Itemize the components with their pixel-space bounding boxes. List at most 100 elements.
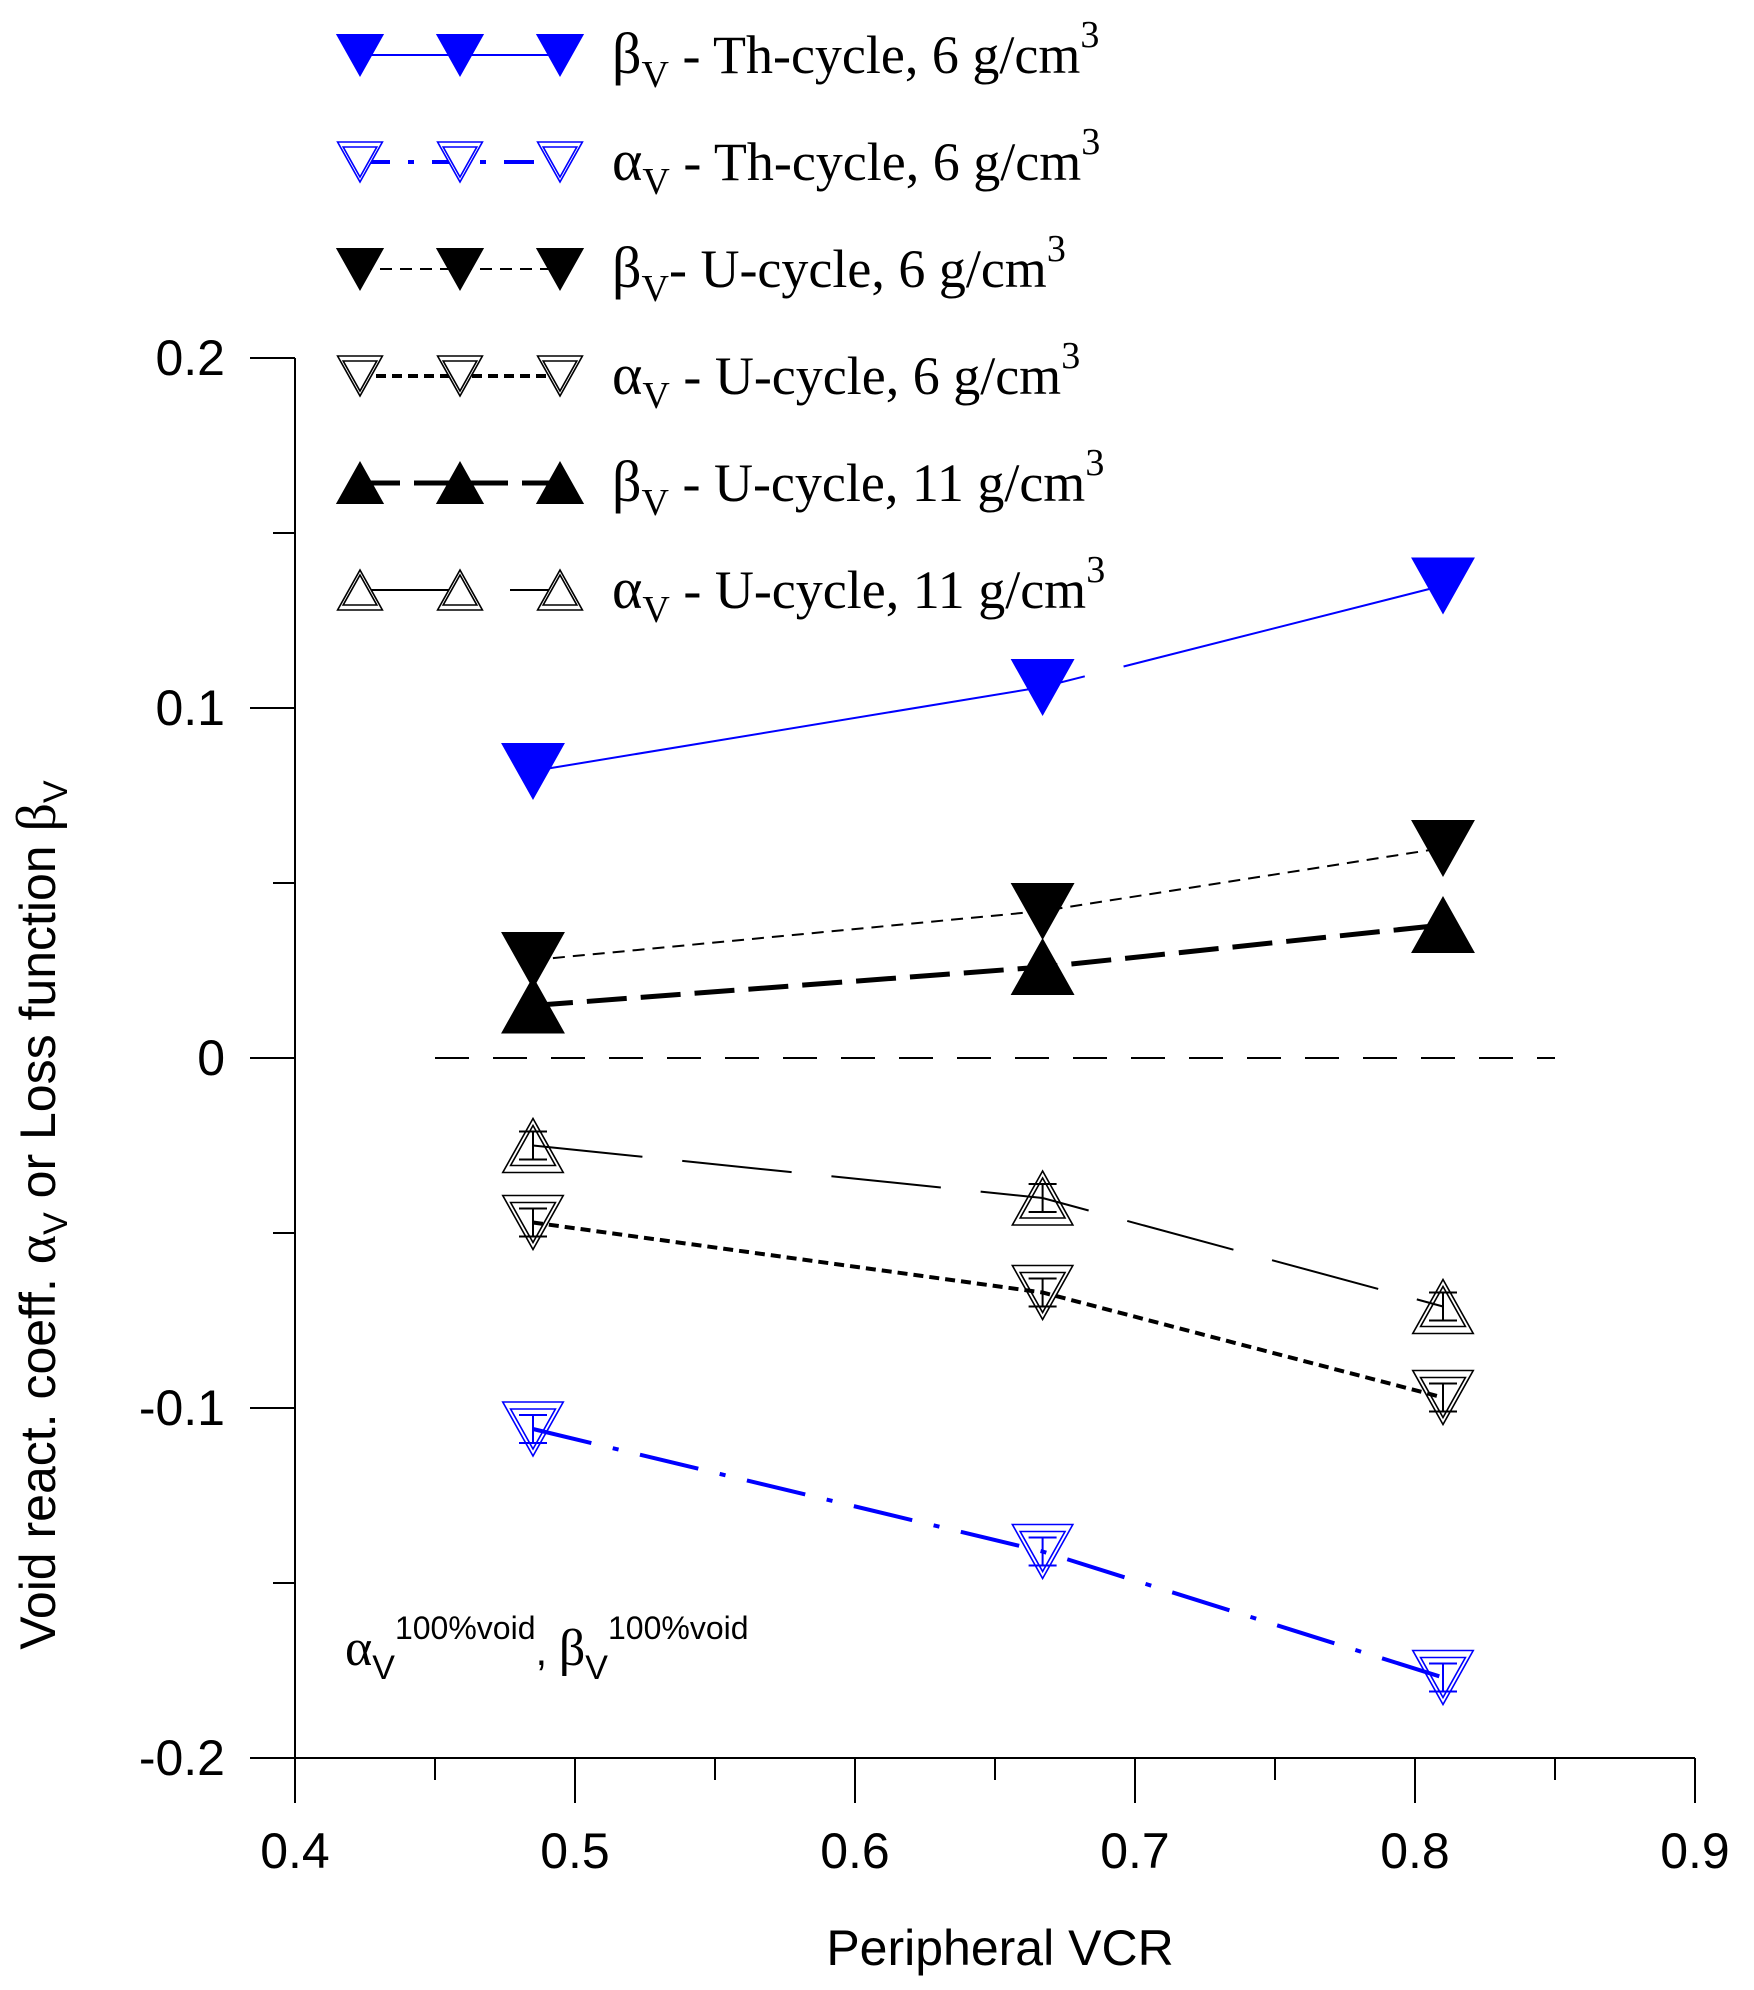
legend-swatch-marker: [435, 34, 485, 78]
legend-label-greek: β: [612, 21, 642, 86]
data-point-marker-outer: [501, 1401, 565, 1458]
legend-label: αV - Th-cycle, 6 g/cm3: [612, 121, 1100, 203]
legend-swatch-marker-inner: [541, 573, 579, 606]
annotation-alpha: α: [345, 1620, 372, 1677]
legend-label-sup: 3: [1047, 228, 1066, 270]
data-point-marker-inner: [1018, 1530, 1067, 1574]
legend-item: βV- U-cycle, 6 g/cm3: [335, 228, 1066, 310]
data-point-marker-inner: [1018, 1271, 1067, 1315]
data-point: [1010, 1523, 1075, 1581]
legend-label: βV - U-cycle, 11 g/cm3: [612, 442, 1104, 524]
data-point: [1010, 659, 1075, 717]
legend-swatch-marker-inner: [541, 360, 579, 393]
x-axis-title: Peripheral VCR: [826, 1920, 1173, 1976]
legend-label-greek: α: [612, 556, 642, 621]
data-point: [1411, 1369, 1475, 1427]
legend-label-text: - U-cycle, 11 g/cm: [670, 560, 1086, 620]
legend-swatch-marker: [335, 460, 385, 504]
legend-label-text: - Th-cycle, 6 g/cm: [670, 132, 1081, 192]
data-point-marker-outer: [1411, 1277, 1475, 1335]
data-point-marker-inner: [509, 1201, 557, 1245]
legend-swatch-marker-outer: [336, 568, 384, 611]
data-point-marker-inner: [509, 1123, 557, 1167]
y-axis-title-alpha-sub: V: [37, 1212, 75, 1235]
data-point: [501, 1401, 565, 1458]
legend-swatch-marker: [535, 34, 585, 78]
y-tick-label: 0.2: [155, 330, 225, 386]
data-point: [501, 743, 565, 801]
data-point-marker-outer: [1010, 1264, 1075, 1322]
data-point-marker: [1411, 557, 1475, 615]
y-axis-title-middle: or Loss function: [10, 831, 66, 1212]
data-point-marker: [1411, 820, 1475, 878]
legend-item: βV - Th-cycle, 6 g/cm3: [335, 14, 1099, 96]
legend-label-sub: V: [642, 268, 670, 310]
data-point: [1010, 883, 1075, 941]
legend-label-text: - U-cycle, 6 g/cm: [669, 239, 1047, 299]
axes: -0.2 -0.1 0 0.1 0.2 0.4 0.5 0.6 0.7 0.8 0.9: [139, 330, 1730, 1879]
annotation-beta-sub: V: [585, 1649, 608, 1687]
legend-swatch-marker: [535, 248, 585, 292]
legend-label: αV - U-cycle, 6 g/cm3: [612, 335, 1080, 417]
legend-label-text: - Th-cycle, 6 g/cm: [669, 25, 1080, 85]
data-point: [501, 1194, 565, 1252]
legend-label-sup: 3: [1086, 549, 1105, 591]
legend-swatch-marker: [535, 460, 585, 504]
annotation-sep: ,: [535, 1627, 558, 1674]
legend-label-sup: 3: [1080, 14, 1099, 56]
data-point: [1010, 937, 1075, 995]
annotation-alpha-sub: V: [372, 1649, 395, 1687]
data-point: [1010, 1264, 1075, 1322]
data-point: [1411, 895, 1475, 953]
data-point-marker-outer: [1411, 1369, 1475, 1427]
data-point-marker: [1411, 895, 1475, 953]
data-point: [501, 932, 565, 990]
legend-swatch-marker-outer: [336, 355, 384, 398]
legend-label: αV - U-cycle, 11 g/cm3: [612, 549, 1105, 631]
data-point-marker-outer: [501, 1194, 565, 1252]
data-point-marker: [1010, 937, 1075, 995]
legend-swatch-marker: [435, 248, 485, 292]
legend-label-greek: β: [612, 235, 642, 300]
annotation-beta-sup: 100%void: [608, 1610, 749, 1646]
series-line: [532, 1220, 1444, 1400]
y-tick-label: -0.2: [139, 1730, 225, 1786]
legend-label-greek: α: [612, 342, 642, 407]
data-point: [501, 1116, 565, 1174]
legend-swatch-marker-inner: [441, 360, 479, 393]
legend-label-sub: V: [642, 54, 670, 96]
legend-label-text: - U-cycle, 6 g/cm: [670, 346, 1061, 406]
data-point-marker: [1010, 659, 1075, 717]
legend-swatch-marker-inner: [341, 573, 379, 606]
legend-swatch-marker: [335, 34, 385, 78]
y-axis-title-prefix: Void react. coeff.: [10, 1264, 66, 1649]
legend-item: αV - U-cycle, 6 g/cm3: [336, 335, 1080, 417]
legend-swatch-marker-outer: [536, 141, 584, 184]
legend-label-sup: 3: [1085, 442, 1104, 484]
legend-swatch-marker-outer: [436, 141, 484, 184]
x-tick-label: 0.6: [820, 1823, 890, 1879]
legend-swatch-marker: [335, 248, 385, 292]
legend-item: αV - Th-cycle, 6 g/cm3: [336, 121, 1100, 203]
data-point-marker-inner: [1419, 1284, 1467, 1328]
data-point-marker: [501, 743, 565, 801]
data-point-marker-inner: [1419, 1376, 1467, 1420]
data-point: [1010, 1169, 1075, 1226]
legend-swatch-marker-outer: [436, 355, 484, 398]
legend-label-sub: V: [642, 482, 670, 524]
legend-swatch-marker-inner: [341, 146, 379, 179]
legend-swatch-marker-inner: [541, 146, 579, 179]
data-point-marker: [501, 932, 565, 990]
y-axis-title-alpha: α: [6, 1235, 68, 1264]
legend-swatch-marker-inner: [441, 146, 479, 179]
legend-swatch-marker-outer: [436, 568, 484, 611]
legend-swatch-marker: [435, 460, 485, 504]
legend-label-greek: α: [612, 128, 642, 193]
legend-label-sup: 3: [1061, 335, 1080, 377]
y-tick-label: -0.1: [139, 1380, 225, 1436]
legend-label: βV- U-cycle, 6 g/cm3: [612, 228, 1066, 310]
legend-label: βV - Th-cycle, 6 g/cm3: [612, 14, 1099, 96]
data-point: [501, 976, 565, 1034]
y-tick-label: 0: [197, 1030, 225, 1086]
